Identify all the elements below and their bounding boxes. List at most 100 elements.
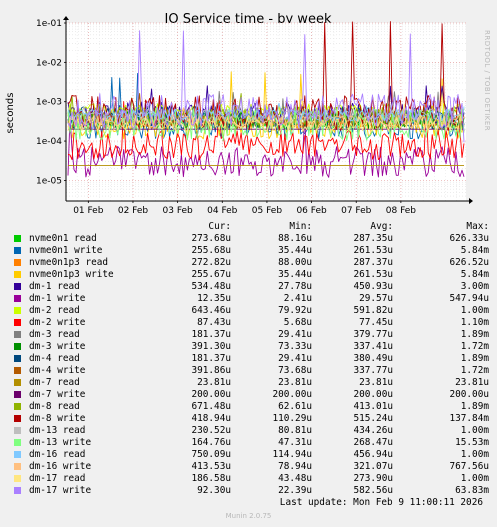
axes xyxy=(63,16,473,204)
legend-series-name: dm-1 write xyxy=(29,293,86,304)
legend-series-name: dm-4 read xyxy=(29,353,80,364)
legend-cur: 12.35u xyxy=(197,293,231,304)
legend-series-name: dm-17 write xyxy=(29,485,92,496)
legend-avg: 261.53u xyxy=(353,269,393,280)
legend-swatch xyxy=(14,247,21,254)
legend-swatch xyxy=(14,487,21,494)
legend-row: dm-17 write 92.30u 22.39u 582.56u 63.83m xyxy=(10,485,496,497)
legend-max: 1.00m xyxy=(460,449,489,460)
legend-max: 200.00u xyxy=(449,389,489,400)
legend-max: 23.81u xyxy=(455,377,489,388)
legend-min: 5.68u xyxy=(283,317,312,328)
legend-min: 88.16u xyxy=(278,233,312,244)
legend-series-name: dm-3 read xyxy=(29,329,80,340)
legend-max: 3.00m xyxy=(460,281,489,292)
x-tick-label: 07 Feb xyxy=(341,206,372,216)
y-tick-label: 1e-03 xyxy=(36,98,62,108)
legend-avg: 515.24u xyxy=(353,413,393,424)
legend-min: 88.00u xyxy=(278,257,312,268)
y-tick-label: 1e-04 xyxy=(36,137,62,147)
legend-swatch xyxy=(14,355,21,362)
legend-max: 547.94u xyxy=(449,293,489,304)
legend-max: 1.89m xyxy=(460,329,489,340)
legend-max: 626.33u xyxy=(449,233,489,244)
legend-cur: 23.81u xyxy=(197,377,231,388)
legend-row: nvme0n1p3 write 255.67u 35.44u 261.53u 5.84m xyxy=(10,269,496,281)
legend-cur: 255.68u xyxy=(191,245,231,256)
legend-cur: 181.37u xyxy=(191,353,231,364)
legend-min: 78.94u xyxy=(278,461,312,472)
legend-rows: nvme0n1 read 273.68u 88.16u 287.35u 626.33u n… xyxy=(10,233,496,497)
legend-min: 35.44u xyxy=(278,269,312,280)
legend-swatch xyxy=(14,343,21,350)
legend-min: 200.00u xyxy=(272,389,312,400)
legend-cur: 534.48u xyxy=(191,281,231,292)
legend-min: 27.78u xyxy=(278,281,312,292)
x-tick-label: 04 Feb xyxy=(207,206,238,216)
legend-swatch xyxy=(14,379,21,386)
legend-series-name: dm-8 write xyxy=(29,413,86,424)
legend-max: 1.00m xyxy=(460,425,489,436)
legend-row: dm-8 write 418.94u 110.29u 515.24u 137.84m xyxy=(10,413,496,425)
legend-swatch xyxy=(14,331,21,338)
legend-row: dm-16 read 750.09u 114.94u 456.94u 1.00m xyxy=(10,449,496,461)
legend-max: 626.52u xyxy=(449,257,489,268)
legend-series-name: nvme0n1 write xyxy=(29,245,103,256)
legend-avg: 591.82u xyxy=(353,305,393,316)
legend-max: 1.89m xyxy=(460,353,489,364)
x-tick-label: 02 Feb xyxy=(118,206,149,216)
y-tick-label: 1e-02 xyxy=(36,58,62,68)
legend-max: 1.89m xyxy=(460,401,489,412)
legend-avg: 413.01u xyxy=(353,401,393,412)
legend-cur: 87.43u xyxy=(197,317,231,328)
legend-avg: 337.77u xyxy=(353,365,393,376)
legend-cur: 255.67u xyxy=(191,269,231,280)
legend-max: 5.84m xyxy=(460,269,489,280)
series-line xyxy=(67,21,465,132)
legend-avg: 287.35u xyxy=(353,233,393,244)
x-tick-label: 01 Feb xyxy=(73,206,104,216)
legend-avg: 29.57u xyxy=(359,293,393,304)
legend-row: dm-2 write 87.43u 5.68u 77.45u 1.10m xyxy=(10,317,496,329)
legend-cur: 413.53u xyxy=(191,461,231,472)
legend-avg: 261.53u xyxy=(353,245,393,256)
x-tick-label: 05 Feb xyxy=(252,206,283,216)
series-line xyxy=(67,30,465,143)
legend-avg: 582.56u xyxy=(353,485,393,496)
legend-series-name: nvme0n1p3 write xyxy=(29,269,114,280)
legend-series-name: dm-1 read xyxy=(29,281,80,292)
legend-col-cur: Cur: xyxy=(208,221,231,232)
legend-min: 35.44u xyxy=(278,245,312,256)
legend-min: 62.61u xyxy=(278,401,312,412)
legend-min: 73.68u xyxy=(278,365,312,376)
legend-max: 15.53m xyxy=(455,437,489,448)
legend-swatch xyxy=(14,259,21,266)
series-line xyxy=(67,103,465,134)
legend-row: dm-17 read 186.58u 43.48u 273.90u 1.00m xyxy=(10,473,496,485)
legend-swatch xyxy=(14,391,21,398)
series-line xyxy=(67,107,465,128)
legend-col-avg: Avg: xyxy=(370,221,393,232)
legend-cur: 272.82u xyxy=(191,257,231,268)
legend-row: dm-2 read 643.46u 79.92u 591.82u 1.00m xyxy=(10,305,496,317)
legend-cur: 181.37u xyxy=(191,329,231,340)
legend-min: 23.81u xyxy=(278,377,312,388)
legend-cur: 186.58u xyxy=(191,473,231,484)
legend-swatch xyxy=(14,235,21,242)
legend-avg: 337.41u xyxy=(353,341,393,352)
legend-avg: 321.07u xyxy=(353,461,393,472)
legend-cur: 671.48u xyxy=(191,401,231,412)
legend-col-max: Max: xyxy=(466,221,489,232)
legend-cur: 643.46u xyxy=(191,305,231,316)
legend-row: dm-16 write 413.53u 78.94u 321.07u 767.56u xyxy=(10,461,496,473)
legend-series-name: nvme0n1 read xyxy=(29,233,97,244)
legend-cur: 418.94u xyxy=(191,413,231,424)
legend-min: 110.29u xyxy=(272,413,312,424)
legend-swatch xyxy=(14,307,21,314)
legend-row: nvme0n1 write 255.68u 35.44u 261.53u 5.84m xyxy=(10,245,496,257)
x-axis-arrow xyxy=(469,198,473,204)
legend-series-name: dm-16 write xyxy=(29,461,92,472)
legend-avg: 456.94u xyxy=(353,449,393,460)
legend-cur: 92.30u xyxy=(197,485,231,496)
legend-cur: 391.86u xyxy=(191,365,231,376)
